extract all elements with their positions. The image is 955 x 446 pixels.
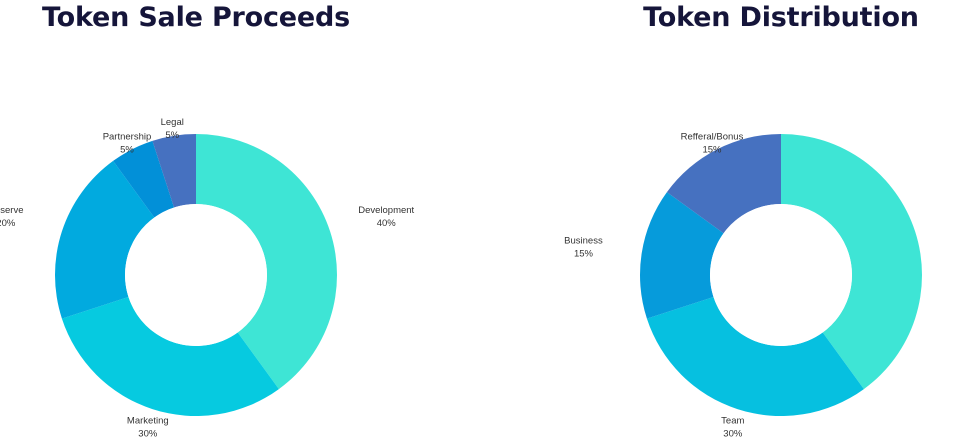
donut-hole	[710, 204, 852, 346]
slice-refferal-bonus	[666, 134, 781, 234]
chart-title-token-sale-proceeds: Token Sale Proceeds	[41, 2, 351, 33]
slice-label-partnership: Partnership	[103, 132, 152, 143]
slice-value-partnership: 5%	[120, 145, 134, 156]
slice-label-team: Team	[721, 415, 744, 426]
donut-token-distribution: ICO40%Team30%Business15%Refferal/Bonus15…	[564, 132, 923, 439]
slice-marketing	[61, 296, 279, 417]
slice-value-legal: 5%	[165, 130, 179, 141]
donut-token-sale-proceeds: Development 40% Marketing 30% Reserve 20% Part…	[0, 117, 415, 439]
slice-team	[646, 296, 864, 417]
slice-label-marketing: Marketing	[127, 415, 169, 426]
slice-value-refferal-bonus: 15%	[702, 145, 722, 156]
slice-value-marketing: 30%	[138, 428, 158, 439]
chart-title-token-distribution: Token Distribution	[643, 2, 919, 33]
slice-legal	[152, 134, 196, 208]
slice-label-business: Business	[564, 236, 603, 247]
slice-label-legal: Legal	[161, 117, 184, 128]
slice-development	[196, 134, 337, 390]
slice-value-reserve: 20%	[0, 218, 16, 229]
slice-label-refferal-bonus: Refferal/Bonus	[681, 132, 744, 143]
slice-partnership	[113, 140, 175, 218]
slice-value-team: 30%	[723, 428, 743, 439]
donut-hole	[125, 204, 267, 346]
slice-reserve	[54, 160, 155, 319]
slice-value-development: 40%	[377, 218, 397, 229]
slice-label-reserve: Reserve	[0, 205, 23, 216]
slice-label-development: Development	[358, 205, 414, 216]
slice-business	[639, 192, 724, 319]
slice-value-business: 15%	[574, 249, 594, 260]
slice-ico	[781, 134, 923, 390]
